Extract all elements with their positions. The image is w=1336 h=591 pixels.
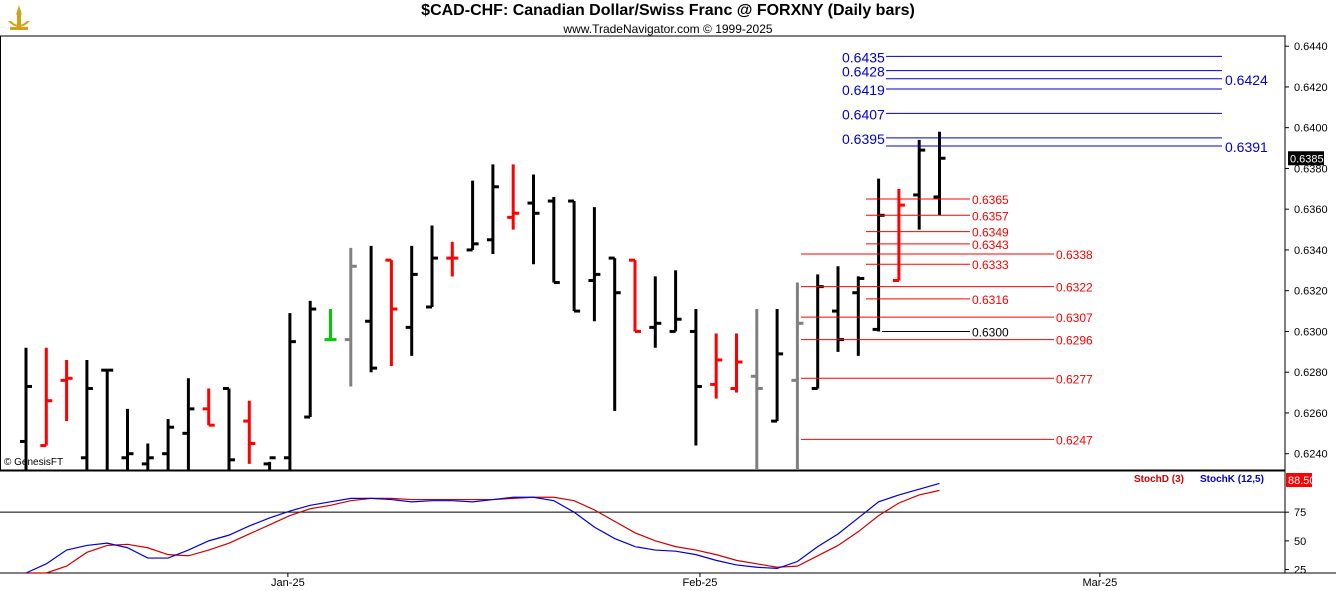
last-price-label: 0.6385 <box>1290 153 1324 165</box>
ohlc-bar <box>892 188 905 283</box>
ohlc-bar <box>568 199 581 313</box>
fib-level-label: 0.6424 <box>1225 72 1268 88</box>
ohlc-bar <box>771 309 784 423</box>
y-tick-label: 0.6340 <box>1294 245 1328 257</box>
ohlc-bar <box>507 164 520 230</box>
fib-level-label: 0.6277 <box>1056 372 1093 386</box>
fib-level-label: 0.6357 <box>972 209 1009 223</box>
fib-level-label: 0.6316 <box>972 293 1009 307</box>
ohlc-bar <box>689 309 702 446</box>
fib-level-label: 0.6322 <box>1056 281 1093 295</box>
y-tick-label: 0.6380 <box>1294 163 1328 175</box>
x-tick-label: Jan-25 <box>271 577 305 589</box>
ohlc-bar <box>141 443 154 470</box>
ohlc-bar <box>60 359 73 422</box>
ohlc-bar <box>466 180 479 252</box>
ohlc-bar <box>223 386 235 470</box>
ohlc-bar <box>547 196 560 285</box>
ohlc-bar <box>486 164 499 255</box>
ohlc-bar <box>629 258 641 333</box>
x-tick-label: Feb-25 <box>683 577 718 589</box>
axis-strip <box>1285 36 1336 591</box>
ohlc-bar <box>80 359 93 470</box>
ohlc-bar <box>304 300 317 419</box>
stoch-legend-label: StochK (12,5) <box>1200 474 1264 485</box>
fib-level-label: 0.6435 <box>842 49 885 65</box>
x-tick-label: Mar-25 <box>1082 577 1117 589</box>
fib-level-label: 0.6247 <box>1056 433 1093 447</box>
stoch-last-label: 88.50 <box>1288 475 1316 487</box>
fib-level-label: 0.6428 <box>842 64 885 80</box>
stoch-series-line <box>26 489 940 574</box>
ohlc-bar <box>588 207 601 322</box>
fib-level-label: 0.6307 <box>1056 311 1093 325</box>
ohlc-bar <box>750 309 763 470</box>
fib-level-label: 0.6395 <box>842 131 885 147</box>
fib-level-label: 0.6365 <box>972 193 1009 207</box>
chart-title: $CAD-CHF: Canadian Dollar/Swiss Franc @ … <box>421 2 915 19</box>
ohlc-bar <box>263 456 276 470</box>
fib-level-label: 0.6300 <box>972 325 1009 339</box>
ohlc-bar <box>324 309 337 342</box>
ohlc-bar <box>527 174 540 265</box>
ohlc-bar <box>101 368 114 470</box>
y-tick-label: 75 <box>1294 507 1306 519</box>
ohlc-bar <box>283 313 296 470</box>
stoch-legend-label: StochD (3) <box>1134 474 1184 485</box>
y-tick-label: 0.6280 <box>1294 367 1328 379</box>
y-tick-label: 0.6320 <box>1294 286 1328 298</box>
y-tick-label: 0.6400 <box>1294 123 1328 135</box>
fib-level-label: 0.6343 <box>972 238 1009 252</box>
y-tick-label: 0.6260 <box>1294 408 1328 420</box>
fib-level-label: 0.6333 <box>972 258 1009 272</box>
ohlc-bar <box>182 378 195 470</box>
ohlc-bar <box>40 347 53 448</box>
stoch-last-badge <box>1286 473 1312 487</box>
chart-subtitle: www.TradeNavigator.com © 1999-2025 <box>563 22 773 36</box>
ohlc-bar <box>649 276 662 348</box>
ohlc-bar <box>913 139 926 230</box>
genesis-watermark: © GenesisFT <box>4 457 64 468</box>
y-tick-label: 25 <box>1294 565 1306 577</box>
ohlc-bar <box>710 333 723 399</box>
y-tick-label: 50 <box>1294 536 1306 548</box>
y-tick-label: 0.6360 <box>1294 204 1328 216</box>
ohlc-bar <box>365 245 378 373</box>
y-tick-label: 0.6420 <box>1294 82 1328 94</box>
fib-level-label: 0.6419 <box>842 82 885 98</box>
fib-level-label: 0.6296 <box>1056 334 1093 348</box>
ohlc-bar <box>446 241 459 277</box>
trade-navigator-logo-icon <box>8 5 30 30</box>
ohlc-bar <box>243 400 256 464</box>
ohlc-bar <box>426 225 438 309</box>
ohlc-bar <box>121 408 134 470</box>
y-tick-label: 0.6240 <box>1294 449 1328 461</box>
ohlc-bar <box>608 256 621 411</box>
ohlc-bar <box>385 258 398 367</box>
fib-level-label: 0.6338 <box>1056 248 1093 262</box>
fib-level-label: 0.6407 <box>842 106 885 122</box>
fib-level-label: 0.6349 <box>972 226 1009 240</box>
ohlc-bar <box>730 333 743 393</box>
ohlc-bar <box>791 282 804 470</box>
ohlc-bar <box>344 247 357 387</box>
ohlc-bar <box>669 270 682 333</box>
ohlc-bar <box>20 347 32 470</box>
y-tick-label: 0.6440 <box>1294 41 1328 53</box>
last-price-badge <box>1288 151 1324 166</box>
stoch-series-line <box>25 482 940 574</box>
ohlc-bar <box>202 388 215 427</box>
fib-level-label: 0.6391 <box>1225 139 1268 155</box>
y-tick-label: 0.6300 <box>1294 326 1328 338</box>
ohlc-bar <box>405 245 418 356</box>
ohlc-bar <box>852 276 865 356</box>
ohlc-bar <box>162 419 175 470</box>
